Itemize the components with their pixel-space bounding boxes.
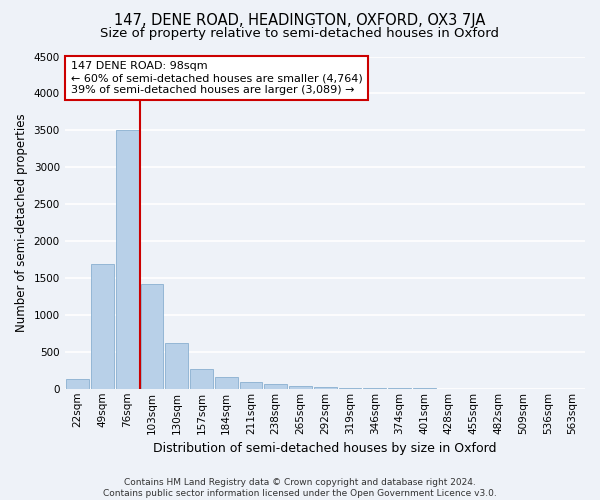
Bar [239, 382, 262, 389]
Bar [190, 369, 213, 389]
Bar [91, 264, 114, 389]
Text: 147, DENE ROAD, HEADINGTON, OXFORD, OX3 7JA: 147, DENE ROAD, HEADINGTON, OXFORD, OX3 … [115, 12, 485, 28]
Bar [314, 388, 337, 389]
Bar [265, 384, 287, 389]
Bar [388, 388, 411, 389]
Bar [166, 343, 188, 389]
Bar [67, 379, 89, 389]
Bar [363, 388, 386, 389]
Bar [116, 130, 139, 389]
Text: Size of property relative to semi-detached houses in Oxford: Size of property relative to semi-detach… [101, 28, 499, 40]
X-axis label: Distribution of semi-detached houses by size in Oxford: Distribution of semi-detached houses by … [154, 442, 497, 455]
Text: 147 DENE ROAD: 98sqm
← 60% of semi-detached houses are smaller (4,764)
39% of se: 147 DENE ROAD: 98sqm ← 60% of semi-detac… [71, 62, 362, 94]
Bar [140, 284, 163, 389]
Text: Contains HM Land Registry data © Crown copyright and database right 2024.
Contai: Contains HM Land Registry data © Crown c… [103, 478, 497, 498]
Y-axis label: Number of semi-detached properties: Number of semi-detached properties [15, 114, 28, 332]
Bar [338, 388, 361, 389]
Bar [289, 386, 312, 389]
Bar [215, 378, 238, 389]
